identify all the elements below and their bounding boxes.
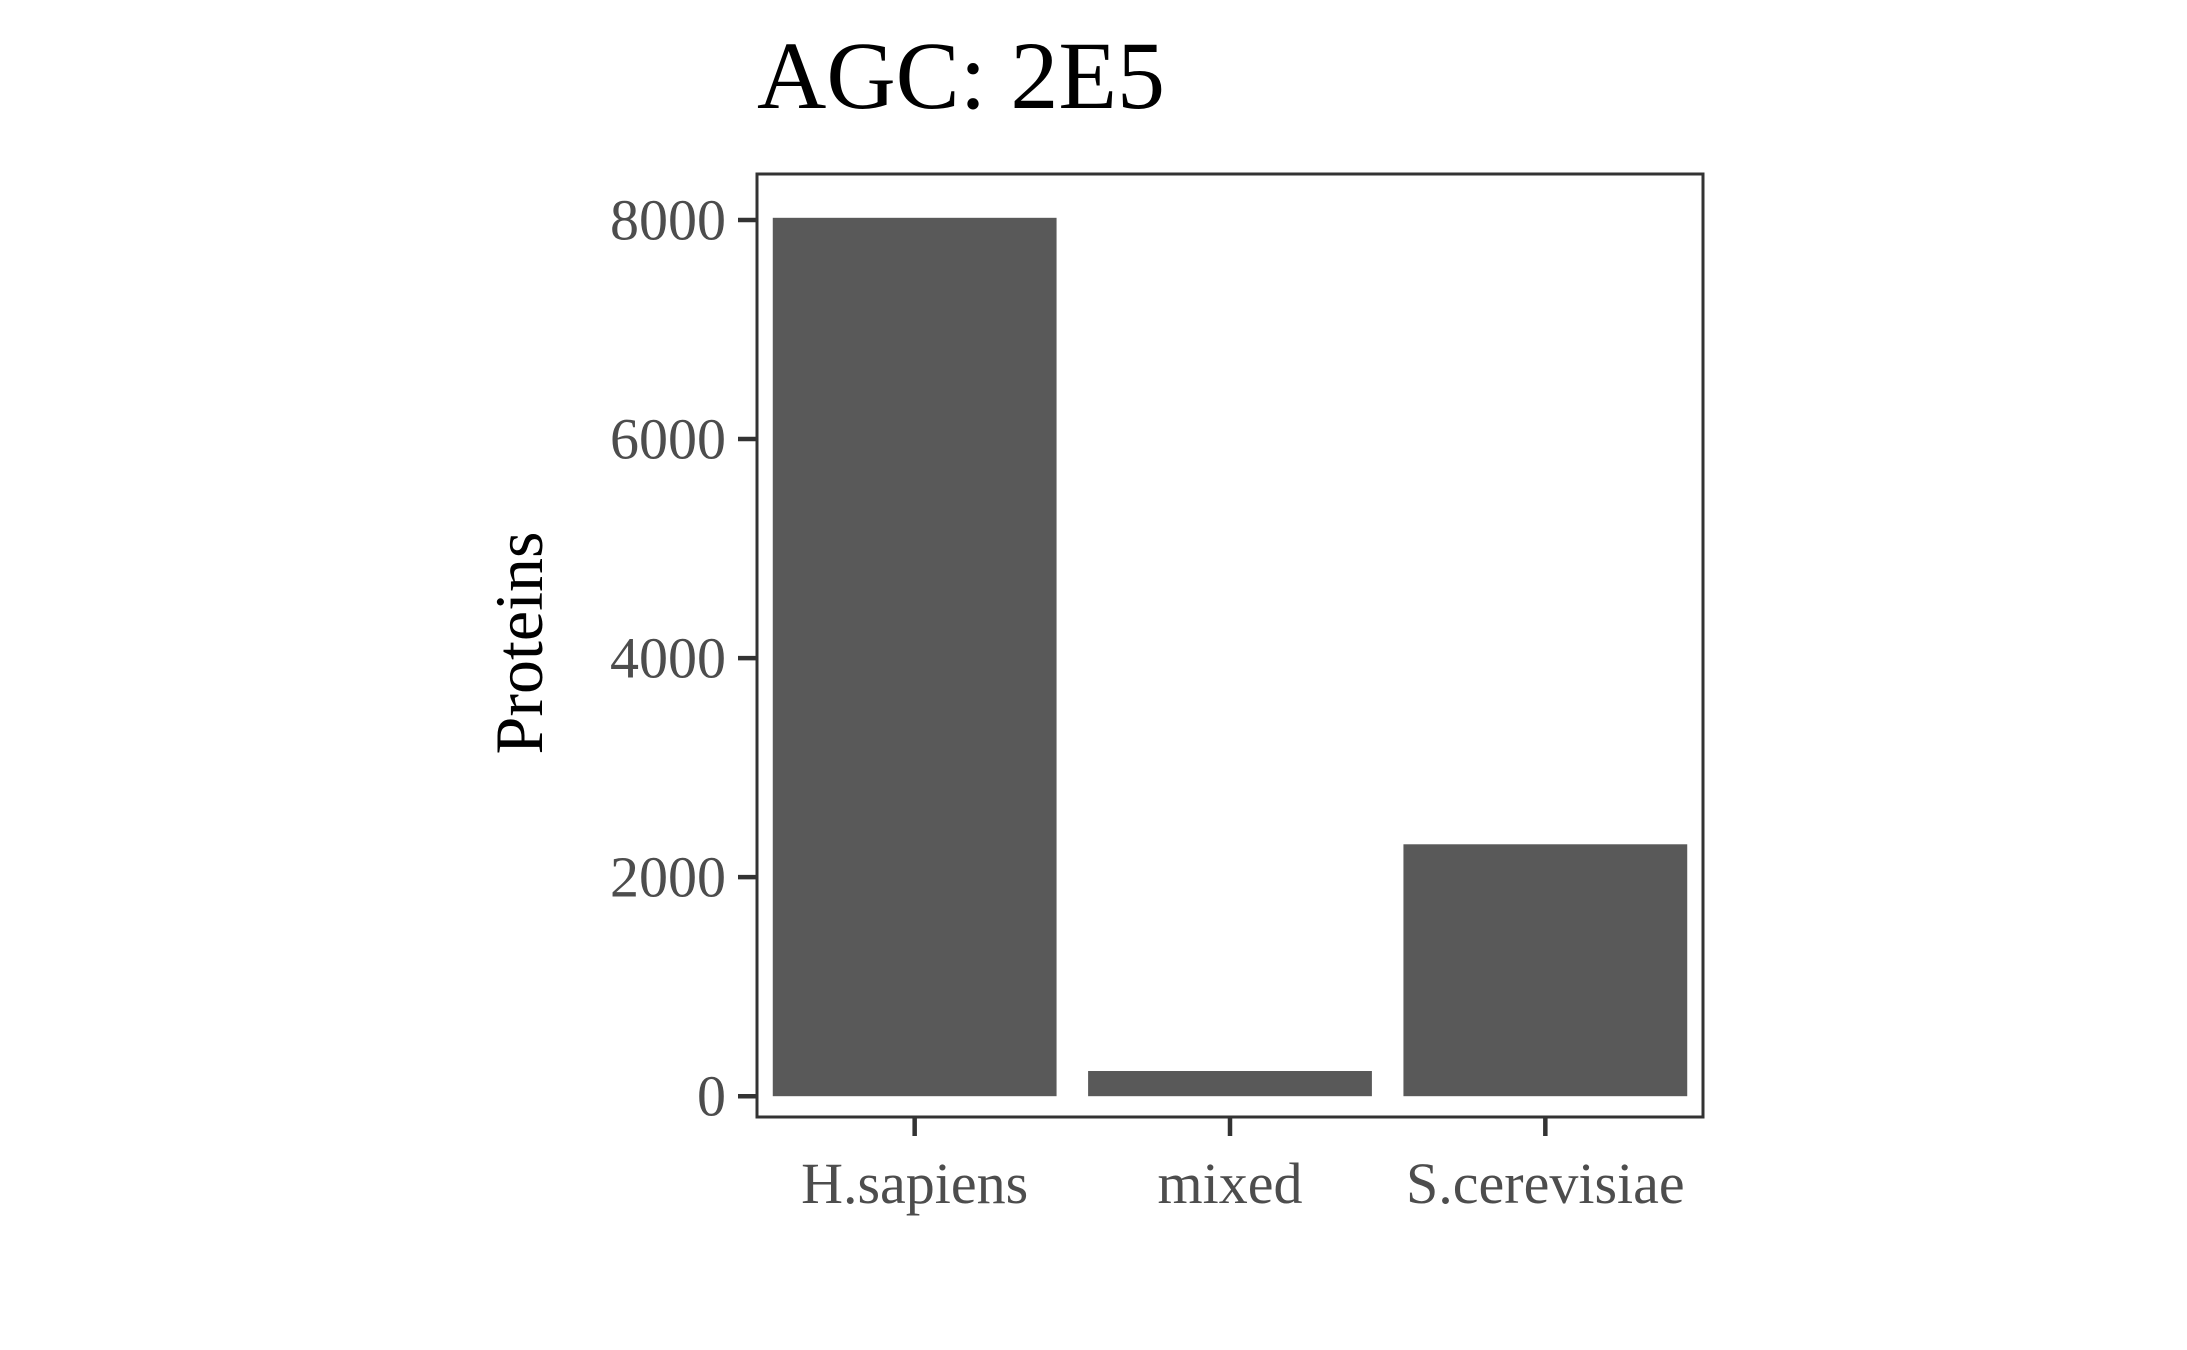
x-tick-label: H.sapiens <box>801 1151 1028 1216</box>
y-tick-label: 6000 <box>610 407 726 472</box>
y-tick-label: 0 <box>697 1064 726 1129</box>
y-axis: 0 2000 4000 6000 8000 <box>610 188 757 1129</box>
y-tick-label: 4000 <box>610 626 726 691</box>
y-axis-label: Proteins <box>481 532 557 755</box>
bars-layer <box>772 217 1688 1097</box>
x-tick-label: mixed <box>1158 1151 1303 1216</box>
y-tick-label: 2000 <box>610 845 726 910</box>
x-tick-label: S.cerevisiae <box>1406 1151 1685 1216</box>
x-axis: H.sapiens mixed S.cerevisiae <box>801 1117 1685 1216</box>
bar-mixed <box>1088 1071 1372 1097</box>
chart-title: AGC: 2E5 <box>757 22 1165 129</box>
y-tick-label: 8000 <box>610 188 726 253</box>
bar-h-sapiens <box>772 217 1057 1097</box>
bar-s-cerevisiae <box>1403 844 1688 1097</box>
